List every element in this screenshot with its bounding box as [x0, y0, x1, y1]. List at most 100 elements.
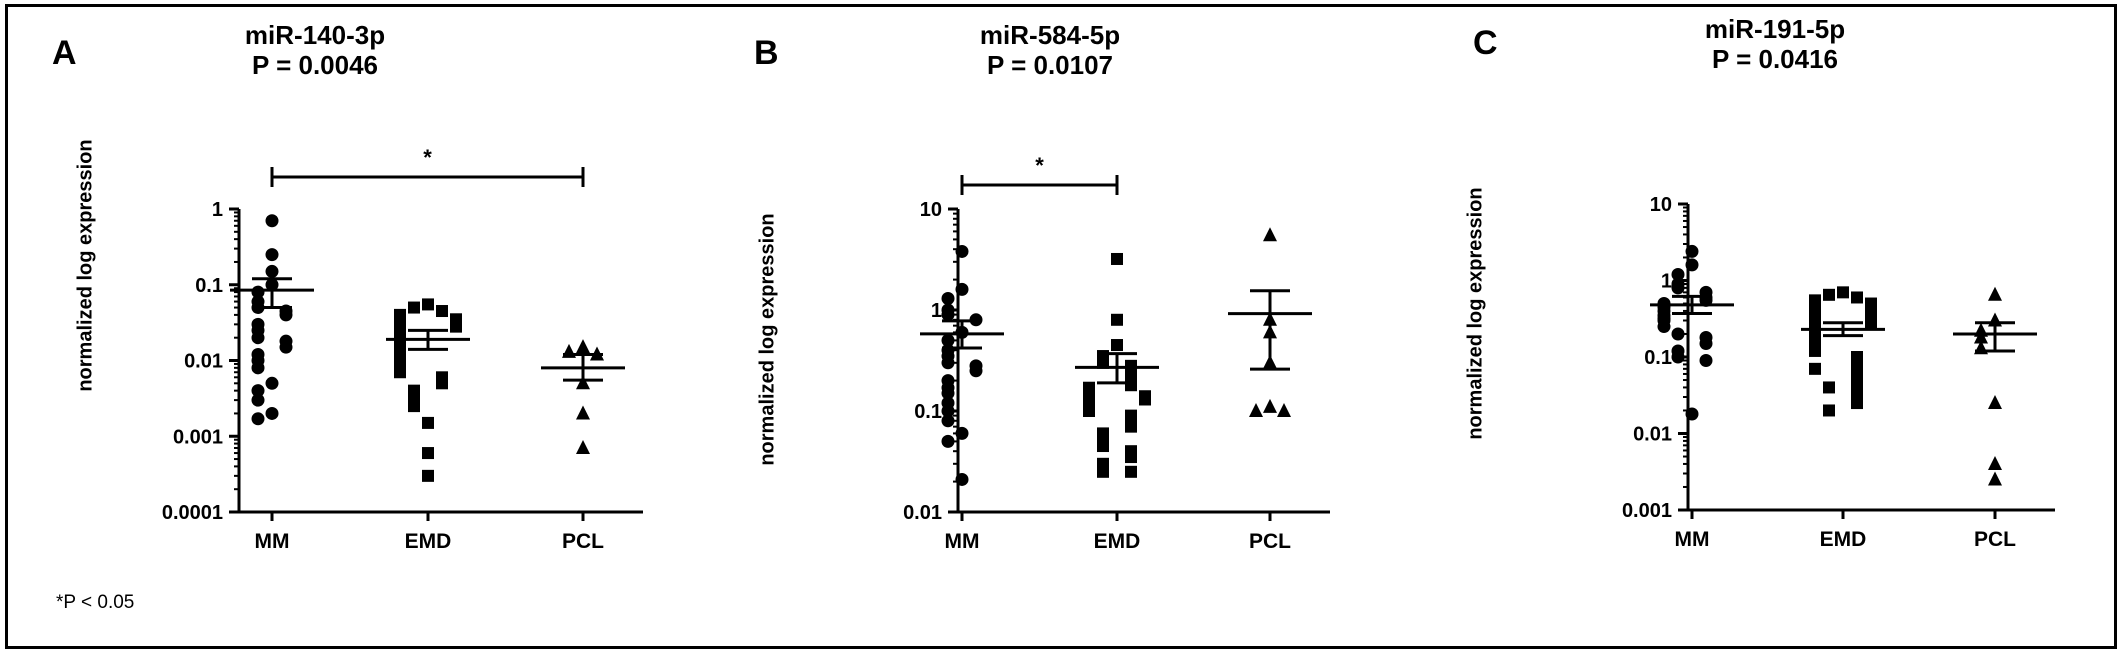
data-point	[408, 384, 420, 397]
panel-letter: B	[754, 34, 779, 72]
data-point	[436, 377, 448, 390]
data-point	[1851, 291, 1863, 304]
data-point	[279, 340, 293, 354]
data-point	[450, 320, 462, 333]
footnote: *P < 0.05	[56, 592, 135, 613]
data-point	[1851, 358, 1863, 371]
data-point	[576, 439, 590, 454]
data-point	[1974, 329, 1988, 344]
data-point	[265, 214, 279, 228]
data-point	[1988, 471, 2002, 486]
chart-title: miR-191-5p P = 0.0416	[1650, 14, 1900, 74]
y-tick-label: 1	[212, 199, 223, 221]
title-pvalue: P = 0.0107	[986, 50, 1114, 80]
data-point	[1125, 451, 1137, 464]
data-point	[265, 248, 279, 262]
data-point	[941, 414, 955, 428]
data-point	[422, 298, 434, 311]
data-point	[1837, 286, 1849, 299]
data-point	[1657, 320, 1671, 334]
x-tick-label: MM	[255, 530, 290, 553]
data-point	[1263, 227, 1277, 242]
y-tick-label: 0.001	[173, 426, 223, 448]
data-point	[969, 364, 983, 378]
y-tick-label: 0.0001	[162, 502, 223, 524]
data-point	[1865, 297, 1877, 310]
panel-letter: A	[52, 34, 77, 72]
x-tick-label: EMD	[1820, 528, 1867, 551]
data-point	[576, 375, 590, 390]
x-tick-label: PCL	[1249, 530, 1291, 553]
x-tick-label: MM	[945, 530, 980, 553]
data-point	[955, 472, 969, 486]
data-point	[251, 361, 265, 375]
y-tick-label: 0.1	[914, 401, 942, 423]
data-point	[436, 305, 448, 318]
data-point	[1097, 465, 1109, 478]
data-point	[955, 282, 969, 296]
x-tick-label: MM	[1675, 528, 1710, 551]
data-point	[1823, 381, 1835, 394]
data-point	[251, 393, 265, 407]
data-point	[1988, 286, 2002, 301]
significance-label: *	[423, 145, 432, 170]
title-pvalue: P = 0.0046	[251, 50, 379, 80]
title-mirna: miR-191-5p	[1704, 14, 1846, 44]
y-tick-label: 10	[1650, 194, 1672, 216]
data-point	[251, 412, 265, 426]
data-point	[1083, 387, 1095, 400]
y-tick-label: 0.01	[184, 351, 223, 373]
data-point	[1111, 313, 1123, 326]
data-point	[251, 384, 265, 398]
chart-title: miR-140-3p P = 0.0046	[190, 20, 440, 80]
data-point	[955, 244, 969, 258]
data-point	[1249, 403, 1263, 417]
data-point	[941, 404, 955, 418]
data-point	[1988, 395, 2002, 410]
data-point	[1809, 344, 1821, 357]
data-point	[279, 308, 293, 322]
data-point	[422, 447, 434, 460]
data-point	[422, 469, 434, 482]
data-point	[1685, 258, 1699, 272]
y-tick-label: 0.01	[1633, 424, 1672, 446]
data-point	[1111, 252, 1123, 265]
data-point	[1809, 362, 1821, 375]
y-tick-label: 1	[931, 300, 942, 322]
data-point	[955, 426, 969, 440]
data-point	[941, 291, 955, 305]
data-point	[408, 400, 420, 413]
y-tick-label: 0.1	[1644, 347, 1672, 369]
data-point	[941, 308, 955, 322]
data-point	[1988, 455, 2002, 470]
data-point	[265, 406, 279, 420]
data-point	[1083, 405, 1095, 417]
data-point	[1851, 374, 1863, 387]
title-mirna: miR-140-3p	[244, 20, 386, 50]
data-point	[1125, 465, 1137, 478]
y-tick-label: 0.01	[903, 502, 942, 524]
figure-frame	[5, 4, 2117, 649]
y-tick-label: 0.1	[195, 275, 223, 297]
x-tick-label: EMD	[405, 530, 452, 553]
data-point	[1139, 393, 1151, 406]
title-pvalue: P = 0.0416	[1711, 44, 1839, 74]
data-point	[941, 356, 955, 370]
data-point	[1823, 288, 1835, 301]
data-point	[251, 331, 265, 345]
data-point	[1685, 407, 1699, 421]
data-point	[1685, 244, 1699, 258]
x-tick-label: EMD	[1094, 530, 1141, 553]
y-tick-label: 0.001	[1622, 500, 1672, 522]
data-point	[1823, 404, 1835, 417]
data-point	[265, 376, 279, 390]
significance-label: *	[1035, 153, 1044, 178]
data-point	[1671, 267, 1685, 281]
data-point	[1699, 337, 1713, 351]
data-point	[1671, 350, 1685, 364]
data-point	[1671, 281, 1685, 295]
data-point	[408, 301, 420, 314]
panel-letter: C	[1473, 24, 1498, 62]
data-point	[1097, 440, 1109, 453]
